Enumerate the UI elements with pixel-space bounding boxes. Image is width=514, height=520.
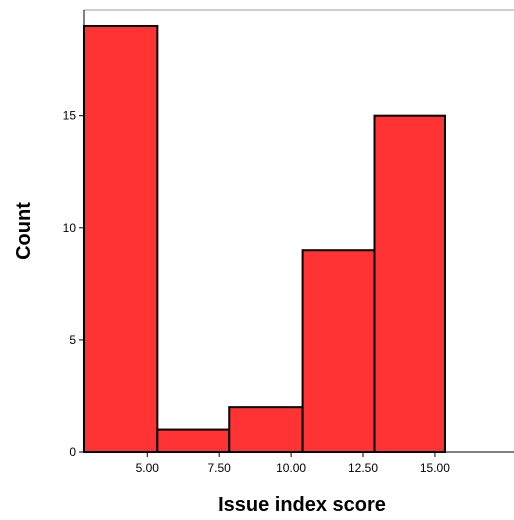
histogram-bar-2 <box>156 428 231 454</box>
x-tick-label: 7.50 <box>208 461 232 475</box>
x-tick-label: 5.00 <box>136 461 160 475</box>
bars-group <box>83 25 446 454</box>
histogram-bar-1 <box>83 25 159 453</box>
y-tick-label: 5 <box>69 333 76 347</box>
y-axis: 0 5 10 15 <box>63 10 85 459</box>
histogram-bar-5 <box>373 114 446 454</box>
y-tick-label: 15 <box>63 109 77 123</box>
x-axis-title: Issue index score <box>218 494 386 516</box>
x-axis: 5.00 7.50 10.00 12.50 15.00 <box>84 451 514 475</box>
y-tick-label: 10 <box>63 221 77 235</box>
x-tick-label: 10.00 <box>276 461 306 475</box>
histogram-bar-4 <box>301 249 376 453</box>
histogram-bar-3 <box>228 406 304 454</box>
x-tick-label: 12.50 <box>348 461 378 475</box>
x-tick-label: 15.00 <box>420 461 450 475</box>
y-axis-title: Count <box>13 202 35 260</box>
y-tick-label: 0 <box>69 445 76 459</box>
